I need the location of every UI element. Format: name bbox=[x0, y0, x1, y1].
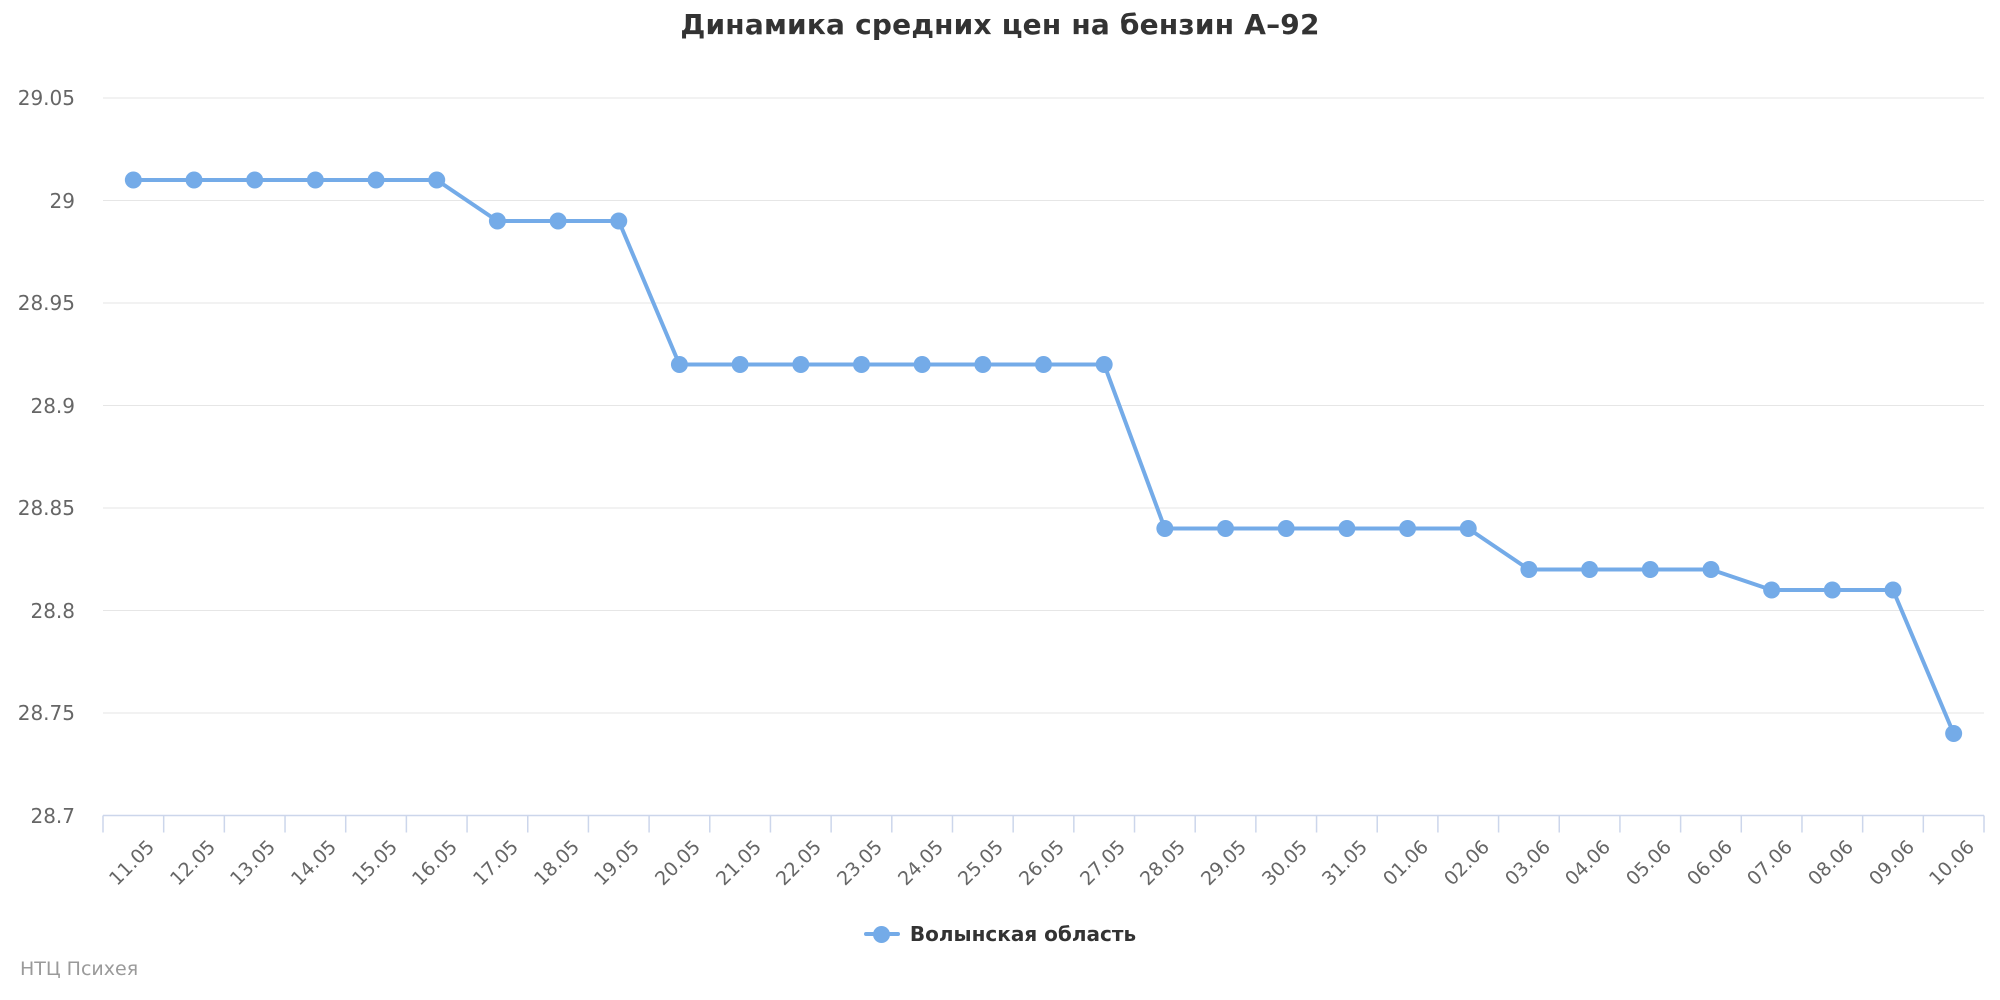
y-axis-label: 28.75 bbox=[17, 701, 75, 725]
legend[interactable]: Волынская область bbox=[0, 922, 2000, 946]
data-point-marker[interactable] bbox=[185, 171, 203, 189]
data-point-marker[interactable] bbox=[306, 171, 324, 189]
y-axis-label: 28.8 bbox=[30, 598, 75, 623]
data-point-marker[interactable] bbox=[1338, 520, 1356, 537]
data-point-marker[interactable] bbox=[1641, 561, 1659, 578]
y-axis-label: 28.95 bbox=[17, 291, 75, 315]
legend-dot-icon bbox=[872, 925, 890, 943]
data-point-marker[interactable] bbox=[549, 212, 567, 230]
legend-series-label: Волынская область bbox=[909, 922, 1137, 946]
y-axis-label: 28.85 bbox=[17, 496, 75, 520]
data-point-marker[interactable] bbox=[428, 171, 446, 189]
y-axis-label: 28.9 bbox=[30, 393, 75, 418]
data-point-marker[interactable] bbox=[1945, 725, 1963, 742]
data-point-marker[interactable] bbox=[1399, 520, 1417, 537]
data-point-marker[interactable] bbox=[124, 171, 142, 189]
data-point-marker[interactable] bbox=[246, 171, 264, 189]
data-point-marker[interactable] bbox=[1823, 581, 1841, 599]
data-point-marker[interactable] bbox=[1884, 581, 1902, 599]
data-point-marker[interactable] bbox=[670, 356, 688, 373]
data-point-marker[interactable] bbox=[1763, 581, 1781, 599]
data-point-marker[interactable] bbox=[1459, 520, 1477, 537]
data-point-marker[interactable] bbox=[1095, 356, 1113, 373]
data-point-marker[interactable] bbox=[1520, 561, 1538, 578]
data-point-marker[interactable] bbox=[1581, 561, 1599, 578]
data-point-marker[interactable] bbox=[1156, 520, 1174, 537]
data-point-marker[interactable] bbox=[1277, 520, 1295, 537]
data-point-marker[interactable] bbox=[974, 356, 992, 373]
data-point-marker[interactable] bbox=[1702, 561, 1720, 578]
credit-text: НТЦ Психея bbox=[20, 958, 139, 980]
y-axis-label: 29.05 bbox=[17, 86, 75, 110]
data-point-marker[interactable] bbox=[1035, 356, 1052, 373]
data-point-marker[interactable] bbox=[731, 356, 749, 373]
y-axis-label: 29 bbox=[49, 188, 75, 213]
data-point-marker[interactable] bbox=[852, 356, 870, 373]
y-axis-label: 28.7 bbox=[30, 803, 75, 828]
data-point-marker[interactable] bbox=[1217, 520, 1235, 537]
chart-title: Динамика средних цен на бензин А–92 bbox=[680, 8, 1320, 41]
data-point-marker[interactable] bbox=[488, 212, 506, 230]
data-point-marker[interactable] bbox=[792, 356, 810, 373]
series-line bbox=[131, 178, 1956, 736]
data-point-marker[interactable] bbox=[610, 212, 628, 230]
data-point-marker[interactable] bbox=[367, 171, 385, 189]
legend-series-marker-icon bbox=[863, 925, 900, 943]
data-point-marker[interactable] bbox=[913, 356, 931, 373]
